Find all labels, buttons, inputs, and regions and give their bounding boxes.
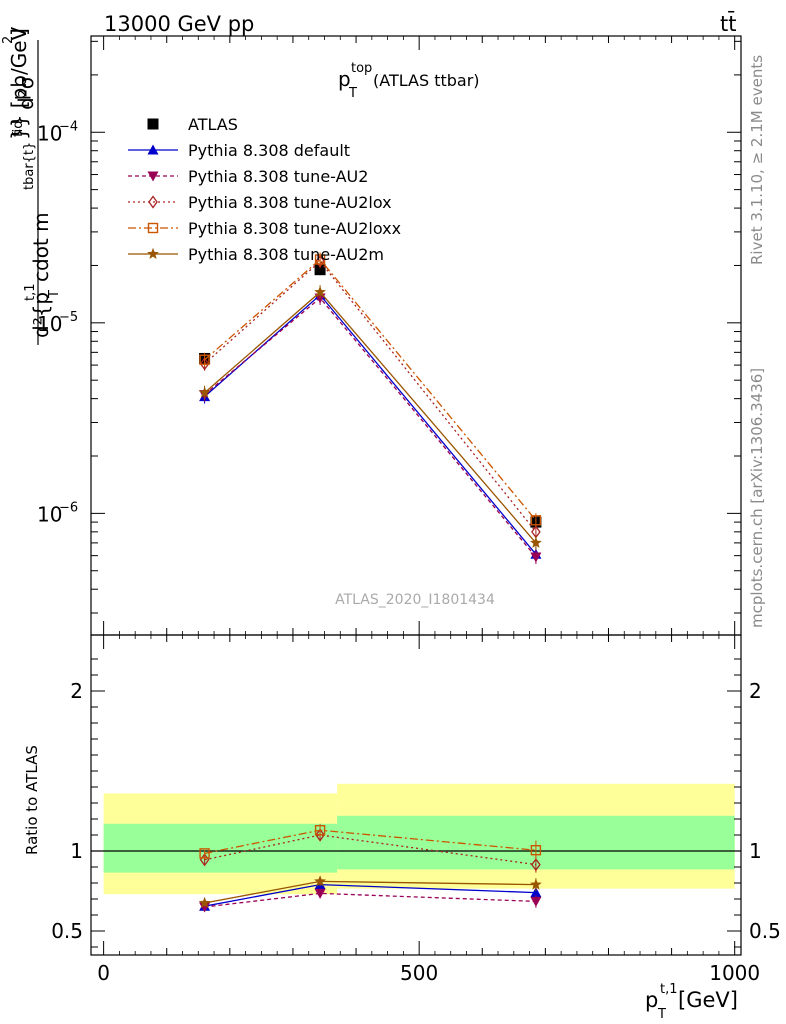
rivet-label: Rivet 3.1.10, ≥ 2.1M events xyxy=(748,55,766,265)
title-superscript: top xyxy=(351,61,372,76)
ratio-line xyxy=(204,892,536,908)
ratio-point xyxy=(198,896,211,908)
main-ytick-label: 10 xyxy=(37,312,62,336)
series-line xyxy=(204,294,537,555)
legend-label: Pythia 8.308 tune-AU2loxx xyxy=(188,219,401,238)
ratio-panel: 0.5 0.51 12 20 500 1000 Ratio to ATLAS p t,1 … xyxy=(23,634,781,1022)
ratio-ytick-label-left: 1 xyxy=(70,839,83,863)
data-point xyxy=(199,357,210,371)
ylabel-post: }} [pb/GeV xyxy=(7,26,31,140)
series-2 xyxy=(199,290,542,565)
xlabel-sub: T xyxy=(657,1007,666,1022)
ratio-point xyxy=(530,896,542,907)
main-panel: 10−610−510−4 p top T (ATLAS ttbar) d²σ f… xyxy=(1,26,742,636)
legend-marker xyxy=(147,222,159,234)
xlabel-unit: [GeV] xyxy=(678,988,738,1012)
series-0 xyxy=(199,264,542,528)
ylabel-denominator: d²{p xyxy=(29,292,53,338)
data-point xyxy=(199,354,210,365)
data-point xyxy=(198,386,211,398)
ratio-plot-area xyxy=(91,783,741,913)
ylabel-numerator-sup: fid xyxy=(11,121,26,137)
data-point xyxy=(314,254,326,265)
xlabel-p: p xyxy=(645,988,658,1012)
series-3 xyxy=(199,254,541,539)
mcplots-label: mcplots.cern.ch [arXiv:1306.3436] xyxy=(748,368,766,628)
legend-marker xyxy=(147,118,159,130)
main-ytick-exponent: −4 xyxy=(59,119,78,134)
ratio-point xyxy=(531,857,541,872)
analysis-watermark: ATLAS_2020_I1801434 xyxy=(335,592,495,608)
ratio-point xyxy=(314,875,326,887)
data-point xyxy=(314,264,326,276)
main-ytick-label: 10 xyxy=(37,121,62,145)
ratio-point xyxy=(199,848,210,859)
ratio-point xyxy=(530,887,542,898)
ratio-point xyxy=(314,888,326,899)
ylabel-den-mid: cdot m xyxy=(29,212,53,282)
main-ticks: 10−610−510−4 xyxy=(37,36,741,635)
main-ytick-label: 10 xyxy=(37,502,62,526)
series-line xyxy=(204,260,537,533)
ratio-point xyxy=(315,828,325,842)
series-line xyxy=(204,297,537,558)
title-subscript: T xyxy=(348,86,357,101)
stat-uncertainty-band xyxy=(103,823,338,873)
ylabel-den-sup2: tbar{t} xyxy=(22,142,37,190)
main-ytick-exponent: −5 xyxy=(59,310,78,325)
series-5 xyxy=(198,285,542,550)
energy-label: 13000 GeV pp xyxy=(104,12,254,36)
legend-label: Pythia 8.308 tune-AU2 xyxy=(188,167,368,186)
legend: ATLAS Pythia 8.308 default Pythia 8.308 tu… xyxy=(128,115,401,264)
legend-label: Pythia 8.308 tune-AU2lox xyxy=(188,193,392,212)
ratio-ytick-label-left: 2 xyxy=(70,679,83,703)
ratio-frame xyxy=(90,634,742,956)
ratio-xtick-label: 1000 xyxy=(709,961,760,985)
plot-title: p xyxy=(338,67,351,91)
ratio-point xyxy=(530,878,542,890)
process-label: tt̄ xyxy=(720,11,736,36)
ratio-ylabel: Ratio to ATLAS xyxy=(23,745,41,855)
data-point xyxy=(530,515,542,526)
ratio-point xyxy=(530,845,542,856)
data-point xyxy=(315,254,325,269)
series-line xyxy=(204,258,537,521)
legend-marker xyxy=(147,144,159,155)
legend-marker xyxy=(147,171,159,182)
main-plot-area xyxy=(198,252,542,565)
title-p: p xyxy=(338,67,351,91)
main-ytick-exponent: −6 xyxy=(59,500,78,515)
ratio-ytick-label-left: 0.5 xyxy=(51,919,83,943)
legend-label: Pythia 8.308 tune-AU2m xyxy=(188,245,384,264)
series-4 xyxy=(199,252,542,528)
ratio-point xyxy=(314,825,326,836)
legend-label: Pythia 8.308 default xyxy=(188,141,350,160)
series-line xyxy=(204,291,537,544)
legend-label: ATLAS xyxy=(188,115,238,134)
ratio-xtick-label: 0 xyxy=(97,961,110,985)
data-point xyxy=(530,552,542,563)
legend-marker xyxy=(147,247,159,259)
ratio-ytick-label-right: 0.5 xyxy=(749,919,781,943)
ratio-series-4 xyxy=(198,875,542,908)
ratio-ytick-label-right: 1 xyxy=(749,839,762,863)
title-suffix: (ATLAS ttbar) xyxy=(373,71,480,90)
xlabel-sup: t,1 xyxy=(660,982,678,997)
ylabel-den-sub: T xyxy=(47,290,62,299)
main-ylabel: d²σ fid d²{p t,1 T cdot m tbar{t} }} [pb… xyxy=(1,26,62,345)
data-point xyxy=(530,536,542,548)
series-1 xyxy=(199,287,542,562)
ylabel-den-sup: t,1 xyxy=(23,283,38,301)
ratio-ticks: 0.5 0.5 1 1 2 2 0 500 1000 xyxy=(51,635,781,985)
ratio-ytick-label-right: 2 xyxy=(749,679,762,703)
ratio-xtick-label: 500 xyxy=(400,961,438,985)
ylabel-post-close: ] xyxy=(7,28,31,36)
ylabel-post-exp: 2 xyxy=(1,36,16,44)
legend-marker xyxy=(148,195,158,209)
ylabel-numerator: d²σ xyxy=(14,76,38,110)
data-point xyxy=(314,285,326,298)
ratio-series-3 xyxy=(199,823,542,860)
